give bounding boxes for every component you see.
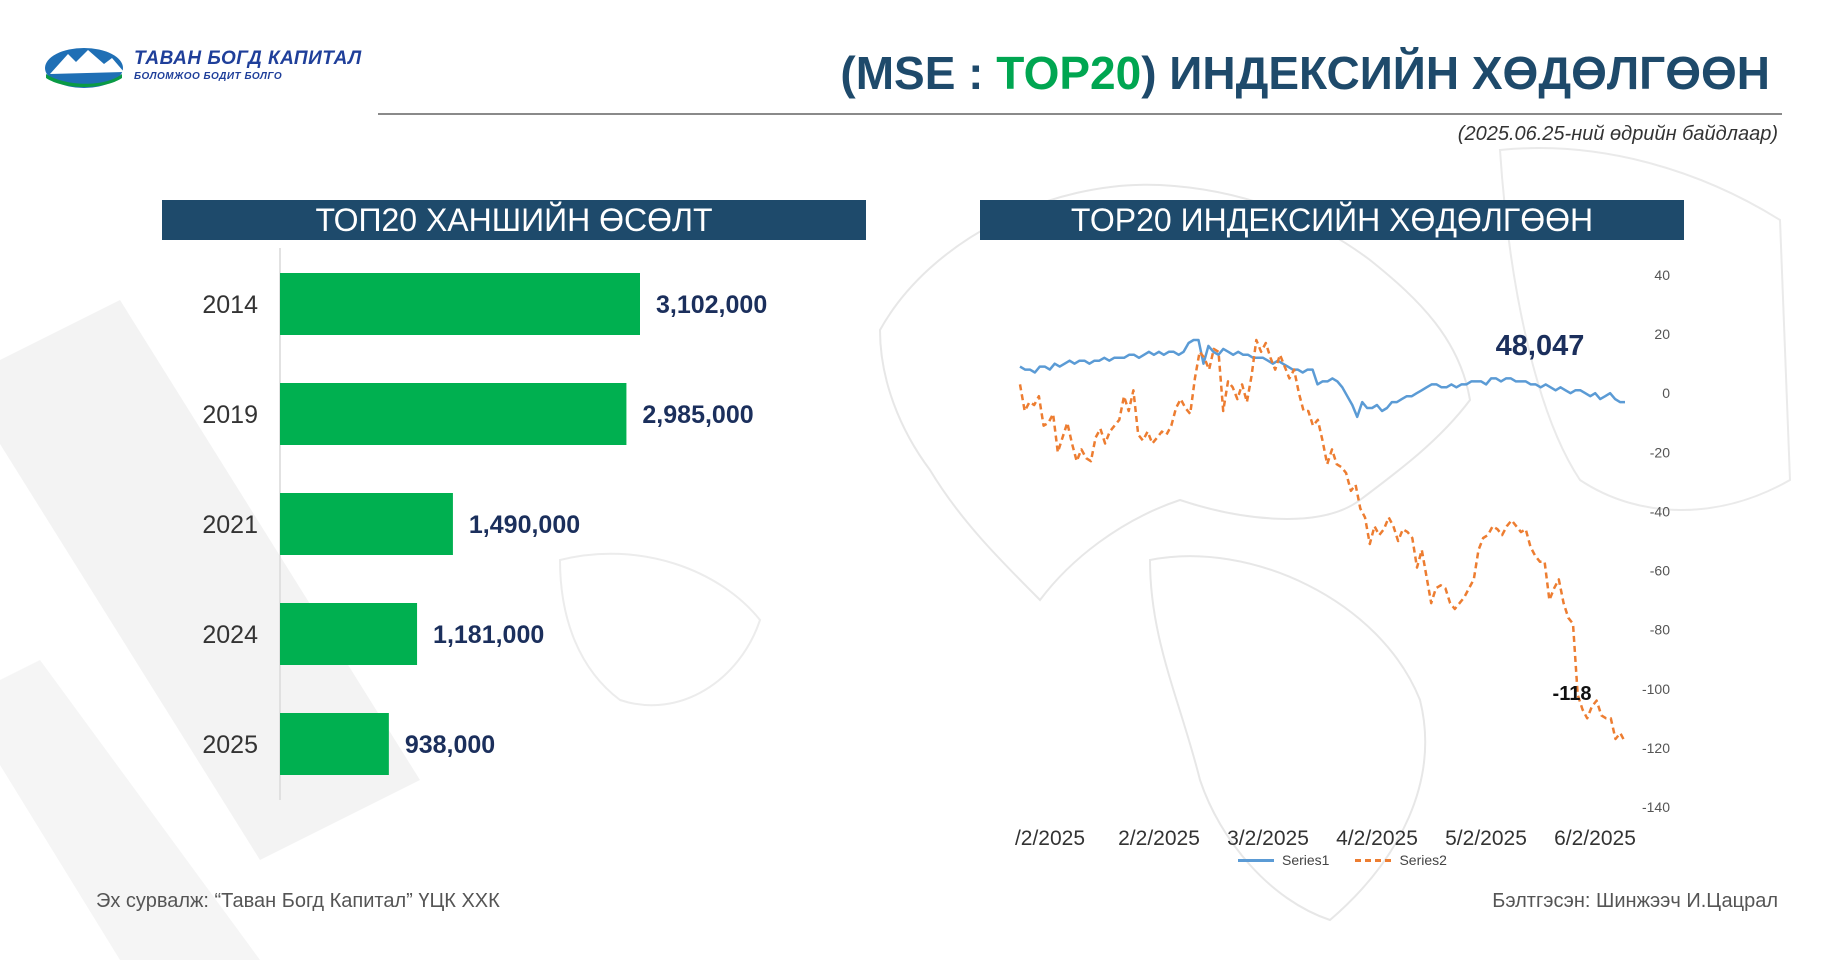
as-of-date-note: (2025.06.25-ний өдрийн байдлаар) <box>1457 123 1778 145</box>
line-chart-title: TOP20 ИНДЕКСИЙН ХӨДӨЛГӨӨН <box>980 200 1684 240</box>
bar <box>280 493 453 555</box>
bar-chart-title: ТОП20 ХАНШИЙН ӨСӨЛТ <box>162 200 866 240</box>
series1-line <box>1019 338 1625 419</box>
bar <box>280 713 389 775</box>
legend-series2-label: Series2 <box>1399 852 1447 868</box>
series1-end-label: 48,047 <box>1496 330 1585 362</box>
page-title-accent: TOP20 <box>996 47 1142 99</box>
legend-series1-label: Series1 <box>1282 852 1330 868</box>
y-tick-label: -100 <box>1642 681 1670 697</box>
bar-category-label: 2024 <box>202 621 258 649</box>
bar <box>280 603 418 665</box>
bar <box>280 383 627 445</box>
y-tick-label: 40 <box>1654 267 1670 283</box>
bar-value-label: 938,000 <box>405 731 495 759</box>
title-divider <box>378 113 1782 115</box>
company-logo: ТАВАН БОГД КАПИТАЛ БОЛОМЖОО БОДИТ БОЛГО <box>44 44 361 94</box>
y-tick-label: 20 <box>1654 326 1670 342</box>
legend-series1-swatch <box>1238 858 1274 862</box>
bar-category-label: 2014 <box>202 291 258 319</box>
logo-slogan: БОЛОМЖОО БОДИТ БОЛГО <box>134 71 283 82</box>
mountain-logo-icon <box>45 48 124 88</box>
page-title-close: ) ИНДЕКСИЙН ХӨДӨЛГӨӨН <box>1141 47 1770 99</box>
legend-series2-swatch <box>1355 858 1392 862</box>
x-tick-label: 6/2/2025 <box>1554 827 1636 850</box>
line-chart: 40 20 0 -20 -40 -60 -80 -100 -120 -140/2/2025 2/2/… <box>1015 267 1670 850</box>
source-note: Эх сурвалж: “Таван Богд Капитал” ҮЦК ХХК <box>96 890 500 912</box>
prepared-by-note: Бэлтгэсэн: Шинжээч И.Цацрал <box>1492 890 1778 912</box>
y-tick-label: -140 <box>1642 799 1670 815</box>
line-chart-legend: Series1 Series2 <box>1238 852 1447 868</box>
y-tick-label: 0 <box>1662 385 1670 401</box>
y-tick-label: -60 <box>1650 563 1670 579</box>
logo-company-name: ТАВАН БОГД КАПИТАЛ <box>134 48 362 69</box>
bar-value-label: 2,985,000 <box>642 401 753 429</box>
page-title: (MSE : TOP20) ИНДЕКСИЙН ХӨДӨЛГӨӨН <box>840 46 1770 100</box>
page-title-open: (MSE : <box>840 47 997 99</box>
x-tick-label: 3/2/2025 <box>1227 827 1309 850</box>
bar-value-label: 1,490,000 <box>469 511 580 539</box>
bar <box>280 273 640 335</box>
y-tick-label: -40 <box>1650 503 1670 519</box>
bar-category-label: 2025 <box>202 731 258 759</box>
y-tick-label: -120 <box>1642 740 1670 756</box>
series2-line <box>1018 338 1627 743</box>
bar-category-label: 2021 <box>202 511 258 539</box>
series2-end-label: -118 <box>1553 683 1592 705</box>
bar-value-label: 3,102,000 <box>656 291 767 319</box>
bar-value-label: 1,181,000 <box>433 621 544 649</box>
x-tick-label: 4/2/2025 <box>1336 827 1418 850</box>
x-tick-label: 2/2/2025 <box>1118 827 1200 850</box>
bar-category-label: 2019 <box>202 401 258 429</box>
bar-chart: 2014 3,102,000 2019 2,985,000 2021 1,490,000 2… <box>202 248 767 800</box>
y-tick-label: -20 <box>1650 444 1670 460</box>
x-tick-label: 5/2/2025 <box>1445 827 1527 850</box>
x-tick-label: /2/2025 <box>1015 827 1085 850</box>
y-tick-label: -80 <box>1650 622 1670 638</box>
